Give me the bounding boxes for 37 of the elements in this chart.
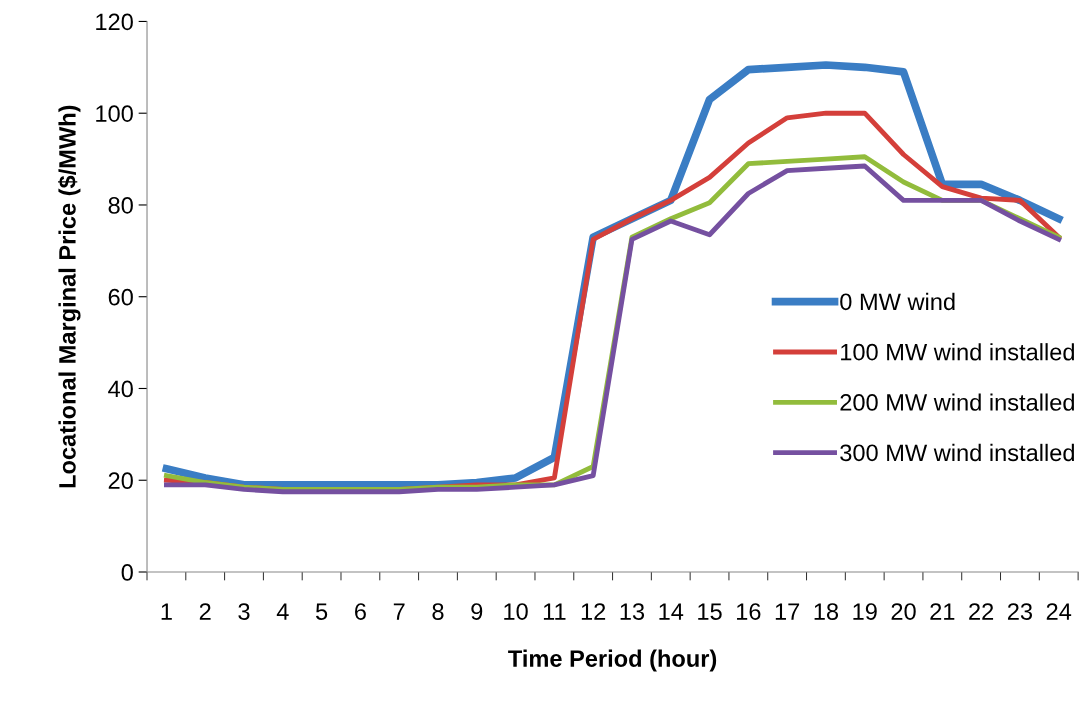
x-tick-label: 9 [471, 603, 483, 620]
x-tick-label: 11 [543, 603, 566, 620]
x-tick-label: 15 [698, 603, 722, 620]
x-tick-label: 3 [238, 603, 250, 620]
x-tick-label: 12 [581, 603, 606, 620]
x-tick-label: 19 [853, 603, 877, 620]
y-tick-label: 20 [108, 472, 133, 490]
y-tick-label: 120 [96, 13, 133, 31]
x-tick-label: 20 [891, 603, 916, 620]
x-tick-label: 5 [315, 603, 328, 620]
x-axis-title: Time Period (hour) [508, 649, 717, 672]
legend-label: 200 MW wind installed [840, 393, 1074, 411]
x-tick-label: 23 [1007, 603, 1033, 620]
y-tick-label: 0 [121, 564, 133, 581]
x-tick-label: 18 [814, 603, 839, 620]
x-tick-label: 8 [432, 603, 444, 620]
legend-label: 0 MW wind [840, 292, 955, 311]
y-axis-title: Locational Marginal Price ($/MWh) [58, 105, 81, 488]
x-tick-label: 16 [737, 603, 761, 620]
x-tick-label: 14 [659, 603, 684, 620]
x-tick-label: 21 [930, 603, 955, 620]
x-tick-label: 13 [620, 603, 645, 620]
x-tick-label: 4 [276, 603, 289, 620]
y-tick-label: 60 [108, 288, 133, 306]
y-tick-label: 80 [108, 197, 133, 214]
x-tick-label: 7 [393, 603, 405, 620]
x-tick-label: 22 [969, 603, 994, 620]
y-tick-label: 100 [96, 105, 133, 122]
legend-label: 300 MW wind installed [840, 443, 1074, 462]
x-tick-label: 2 [199, 603, 211, 620]
x-tick-label: 10 [504, 603, 528, 620]
y-tick-label: 40 [108, 380, 133, 398]
x-tick-label: 17 [775, 603, 800, 620]
x-tick-label: 1 [161, 603, 172, 620]
legend-label: 100 MW wind installed [841, 343, 1074, 361]
x-tick-label: 24 [1046, 603, 1072, 620]
x-tick-label: 6 [355, 603, 366, 620]
